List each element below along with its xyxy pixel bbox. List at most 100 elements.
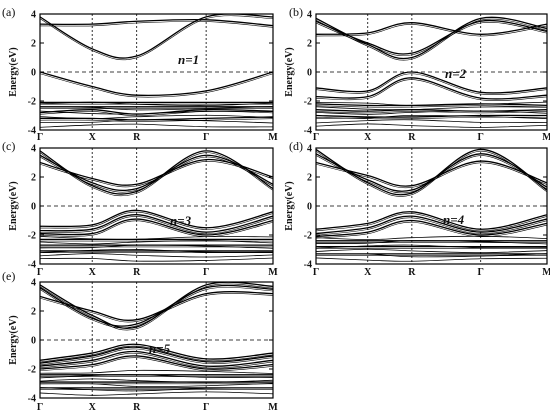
energy-band [40,343,273,361]
layer-annotation: n=4 [443,212,465,227]
y-axis-label: Energy(eV) [8,47,19,96]
energy-band [316,71,547,94]
energy-band-sub [316,18,547,61]
energy-band [40,284,273,327]
energy-band-sub [40,118,273,122]
energy-band [40,218,273,236]
energy-band [316,114,547,118]
y-tick-label: -2 [28,365,36,376]
valence-band [40,106,273,111]
energy-band [40,150,273,195]
k-point-label: Γ [37,267,43,278]
energy-band-sub [40,73,273,98]
k-point-label: Γ [37,402,43,413]
k-point-label: Γ [203,267,209,278]
valence-band [316,106,547,111]
k-point-label: M [542,132,550,143]
k-point-label: X [89,132,97,143]
valence-band [40,253,273,258]
band-lines [40,282,273,396]
energy-band [316,109,547,112]
y-tick-label: 4 [307,10,312,21]
y-tick-label: 4 [31,10,36,21]
k-point-label: X [89,402,97,413]
valence-band [40,391,273,396]
k-point-label: Γ [313,267,319,278]
valence-band [316,119,547,124]
valence-band [316,123,547,128]
band-lines [316,16,547,128]
energy-band-sub [316,73,547,95]
k-point-label: Γ [478,267,484,278]
valence-band [316,248,547,254]
k-point-label: Γ [203,132,209,143]
energy-band [316,77,547,100]
layer-annotation: n=1 [178,52,199,67]
k-point-label: M [268,267,278,278]
energy-band-sub [316,162,547,189]
valence-band [40,257,273,262]
y-tick-label: 0 [31,336,36,347]
energy-band-sub [316,155,547,194]
valence-band [40,235,273,240]
valence-band [316,257,547,262]
energy-band-sub [40,353,273,369]
energy-band [40,154,273,192]
band-lines [40,14,273,128]
energy-band [40,18,273,27]
valence-band [40,110,273,115]
y-axis-label: Energy(eV) [8,315,19,364]
k-point-label: R [408,132,416,143]
k-point-label: Γ [313,132,319,143]
panel-label: (a) [2,5,15,19]
energy-band [40,209,273,229]
energy-band-sub [40,357,273,372]
k-point-label: R [133,267,141,278]
k-point-label: R [408,267,416,278]
y-tick-label: -4 [28,260,36,271]
energy-band-sub [40,293,273,323]
energy-band-sub [316,24,547,37]
energy-band-sub [316,221,547,239]
y-tick-label: 0 [307,68,312,79]
valence-band [40,123,273,128]
k-point-label: R [133,132,141,143]
valence-band [316,101,547,106]
valence-band [40,240,273,245]
y-tick-label: 0 [31,68,36,79]
y-tick-label: 2 [31,173,36,184]
y-tick-label: 4 [31,278,36,289]
energy-band-sub [40,348,273,366]
panel-label: (c) [2,139,15,153]
valence-band [316,110,547,115]
k-point-label: Γ [203,402,209,413]
band-lines [316,148,547,262]
y-tick-label: 4 [31,144,36,155]
y-tick-label: -4 [304,260,312,271]
energy-band [316,153,547,192]
energy-band [40,214,273,233]
layer-annotation: n=5 [149,341,171,356]
y-axis-label: Energy(eV) [284,47,295,96]
panel-label: (d) [289,139,303,153]
k-point-label: X [364,267,372,278]
panel-label: (b) [289,5,303,19]
k-point-label: M [268,132,278,143]
k-point-label: Γ [478,132,484,143]
y-tick-label: -2 [304,97,312,108]
y-tick-label: 2 [31,39,36,50]
energy-band [40,282,273,329]
energy-band-sub [40,15,273,61]
y-tick-label: 2 [307,173,312,184]
k-point-label: Γ [37,132,43,143]
y-tick-label: -2 [28,231,36,242]
energy-band-sub [40,283,273,331]
y-axis-label: Energy(eV) [8,181,19,230]
panel-label: (e) [2,269,15,283]
